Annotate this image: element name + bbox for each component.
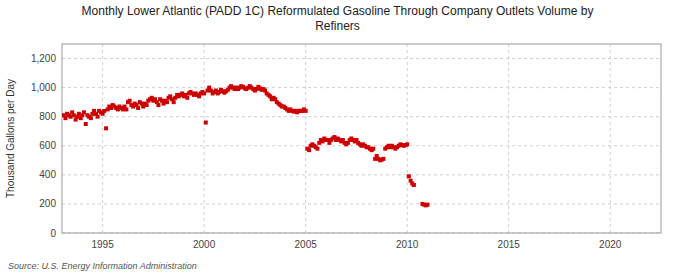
title-line: Refiners bbox=[315, 19, 360, 33]
chart: Monthly Lower Atlantic (PADD 1C) Reformu… bbox=[0, 0, 675, 275]
plot-frame bbox=[62, 44, 661, 233]
point bbox=[405, 142, 409, 146]
point bbox=[82, 110, 86, 114]
y-tick-label: 1,200 bbox=[31, 53, 56, 64]
y-grid-line bbox=[62, 174, 661, 175]
point bbox=[84, 122, 88, 126]
x-tick-label: 2000 bbox=[193, 239, 216, 250]
point bbox=[145, 103, 149, 107]
x-grid-line bbox=[610, 44, 611, 233]
point bbox=[204, 121, 208, 125]
point bbox=[156, 103, 160, 107]
title: Monthly Lower Atlantic (PADD 1C) Reformu… bbox=[82, 4, 594, 33]
point bbox=[315, 147, 319, 151]
y-axis-label: Thousand Gallons per Day bbox=[5, 79, 16, 198]
point bbox=[89, 116, 93, 120]
y-grid-line bbox=[62, 58, 661, 59]
y-tick-label: 1,000 bbox=[31, 82, 56, 93]
point bbox=[381, 157, 385, 161]
x-grid-line bbox=[305, 44, 306, 233]
x-grid-line bbox=[102, 44, 103, 233]
point bbox=[304, 109, 308, 113]
x-tick-label: 2010 bbox=[396, 239, 419, 250]
point bbox=[412, 183, 416, 187]
point bbox=[202, 91, 206, 95]
y-tick-label: 0 bbox=[50, 228, 56, 239]
axes: 0 200 400 600 800 1,000 1,200 1995 2000 2005 2010 2… bbox=[31, 44, 661, 250]
annotation: Source: U.S. Energy Information Administ… bbox=[8, 261, 197, 271]
point bbox=[104, 126, 108, 130]
x-tick-label: 2020 bbox=[599, 239, 622, 250]
y-grid-line bbox=[62, 87, 661, 88]
x-tick-label: 2005 bbox=[295, 239, 318, 250]
y-grid-line bbox=[62, 203, 661, 204]
title-line: Monthly Lower Atlantic (PADD 1C) Reformu… bbox=[82, 4, 594, 18]
point bbox=[102, 109, 106, 113]
x-grid-line bbox=[204, 44, 205, 233]
y-tick-label: 800 bbox=[39, 111, 56, 122]
point bbox=[407, 174, 411, 178]
point bbox=[136, 106, 140, 110]
y-tick-label: 600 bbox=[39, 140, 56, 151]
point bbox=[307, 148, 311, 152]
point bbox=[128, 99, 132, 103]
y-tick-label: 400 bbox=[39, 169, 56, 180]
point bbox=[72, 113, 76, 117]
x-tick-label: 2015 bbox=[498, 239, 521, 250]
x-grid-line bbox=[407, 44, 408, 233]
point bbox=[425, 203, 429, 207]
point bbox=[77, 112, 81, 116]
points bbox=[62, 84, 429, 207]
point bbox=[96, 115, 100, 119]
point bbox=[124, 107, 128, 111]
y-tick-label: 200 bbox=[39, 198, 56, 209]
grid bbox=[62, 44, 661, 233]
point bbox=[185, 96, 189, 100]
point bbox=[371, 147, 375, 151]
x-tick-label: 1995 bbox=[91, 239, 114, 250]
point bbox=[165, 100, 169, 104]
point bbox=[172, 100, 176, 104]
y-grid-line bbox=[62, 116, 661, 117]
x-grid-line bbox=[508, 44, 509, 233]
